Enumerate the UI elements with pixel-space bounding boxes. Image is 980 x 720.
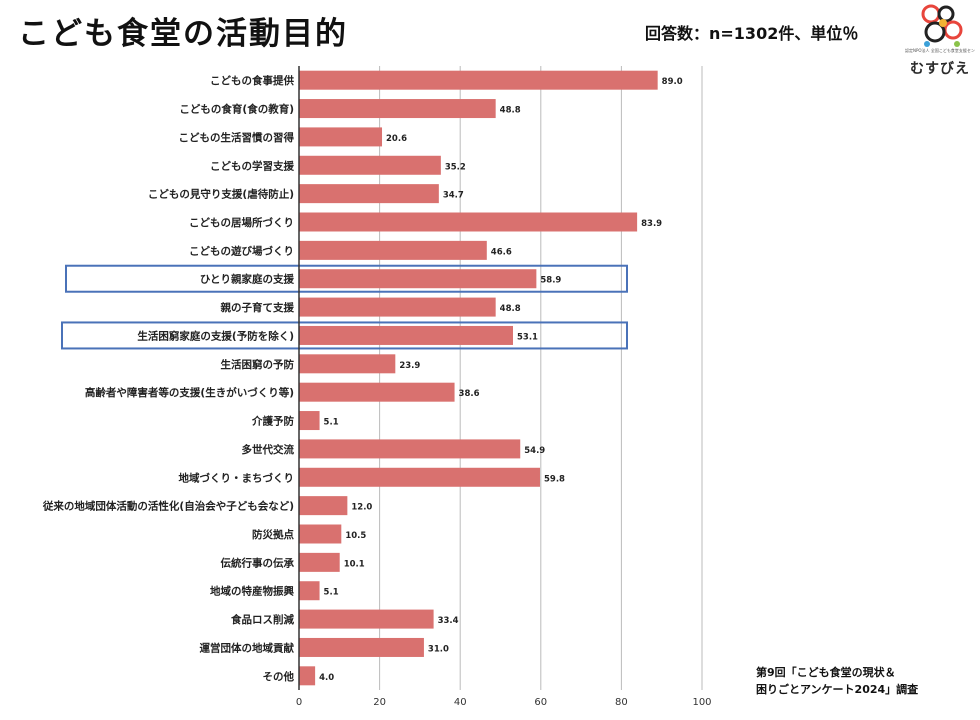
value-label: 31.0 [428, 644, 449, 654]
value-label: 58.9 [540, 276, 561, 286]
bar [299, 269, 537, 289]
bar [299, 411, 320, 431]
x-tick-label: 40 [454, 697, 467, 708]
value-label: 10.1 [344, 559, 365, 569]
highlight-box [65, 264, 628, 293]
value-label: 89.0 [662, 77, 683, 87]
value-label: 33.4 [438, 616, 459, 626]
bar [299, 666, 316, 686]
category-label: ひとり親家庭の支援 [200, 273, 295, 286]
sample-size-note: 回答数：n=1302件、単位％ [645, 24, 859, 43]
category-label: 従来の地域団体活動の活性化(自治会や子ども会など) [42, 500, 294, 513]
value-label: 12.0 [351, 503, 372, 513]
bar [299, 297, 496, 317]
value-label: 83.9 [641, 219, 662, 229]
value-label: 48.8 [500, 106, 521, 116]
source-note: 第9回「こども食堂の現状＆ 困りごとアンケート2024」調査 [756, 664, 918, 698]
value-label: 46.6 [491, 247, 512, 257]
category-label: こどもの食事提供 [210, 74, 294, 87]
x-tick-label: 100 [692, 697, 711, 708]
bar [299, 524, 342, 544]
bar [299, 127, 383, 147]
bar [299, 467, 540, 487]
value-label: 5.1 [324, 418, 339, 428]
page-title: こども食堂の活動目的 [18, 16, 348, 52]
bar [299, 70, 658, 90]
logo-text: むすびえ [910, 61, 970, 77]
bar [299, 184, 439, 204]
bar [299, 552, 340, 572]
bar [299, 354, 396, 374]
value-label: 20.6 [386, 134, 407, 144]
category-label: こどもの遊び場づくり [189, 244, 294, 257]
bar [299, 240, 487, 260]
value-label: 48.8 [500, 304, 521, 314]
value-label: 34.7 [443, 191, 464, 201]
category-label: 地域の特産物振興 [210, 585, 294, 598]
value-label: 23.9 [399, 361, 420, 371]
highlight-box [61, 321, 628, 350]
value-label: 38.6 [459, 389, 480, 399]
category-label: その他 [263, 670, 295, 683]
category-label: こどもの居場所づくり [189, 216, 294, 229]
x-tick-label: 60 [534, 697, 547, 708]
category-label: こどもの見守り支援(虐待防止) [148, 188, 294, 201]
category-label: 親の子育て支援 [221, 301, 295, 314]
source-line-2: 困りごとアンケート2024」調査 [756, 683, 919, 696]
bar [299, 382, 455, 402]
category-label: 食品ロス削減 [230, 613, 294, 626]
x-tick-label: 20 [373, 697, 386, 708]
bar [299, 609, 434, 629]
musubie-logo: 認定NPO法人 全国こども食堂支援センター むすびえ [905, 2, 975, 77]
bar [299, 155, 441, 175]
value-label: 54.9 [524, 446, 545, 456]
category-label: 伝統行事の伝承 [221, 556, 295, 569]
category-label: 地域づくり・まちづくり [179, 471, 295, 484]
value-label: 4.0 [319, 673, 334, 683]
bar [299, 439, 521, 459]
source-line-1: 第9回「こども食堂の現状＆ [756, 666, 896, 679]
bar [299, 99, 496, 119]
category-label: 生活困窮家庭の支援(予防を除く) [137, 329, 294, 342]
x-tick-label: 80 [615, 697, 628, 708]
bar [299, 637, 424, 657]
value-label: 59.8 [544, 474, 565, 484]
category-label: こどもの学習支援 [210, 159, 294, 172]
category-label: こどもの生活習慣の習得 [179, 131, 295, 144]
category-label: こどもの食育(食の教育) [179, 103, 294, 116]
value-label: 5.1 [324, 588, 339, 598]
category-label: 介護予防 [251, 415, 294, 428]
category-label: 高齢者や障害者等の支援(生きがいづくり等) [85, 386, 294, 399]
value-label: 10.5 [345, 531, 366, 541]
value-label: 53.1 [517, 332, 538, 342]
logo-mark-icon [921, 4, 963, 47]
category-label: 多世代交流 [242, 443, 295, 456]
category-label: 防災拠点 [252, 528, 294, 541]
x-tick-label: 0 [296, 697, 302, 708]
bar [299, 212, 638, 232]
bar [299, 581, 320, 601]
logo-subtext: 認定NPO法人 全国こども食堂支援センター [905, 48, 975, 53]
category-label: 運営団体の地域貢献 [200, 641, 295, 654]
category-label: 生活困窮の予防 [221, 358, 295, 371]
value-label: 35.2 [445, 162, 466, 172]
bar [299, 496, 348, 516]
bar [299, 325, 513, 345]
